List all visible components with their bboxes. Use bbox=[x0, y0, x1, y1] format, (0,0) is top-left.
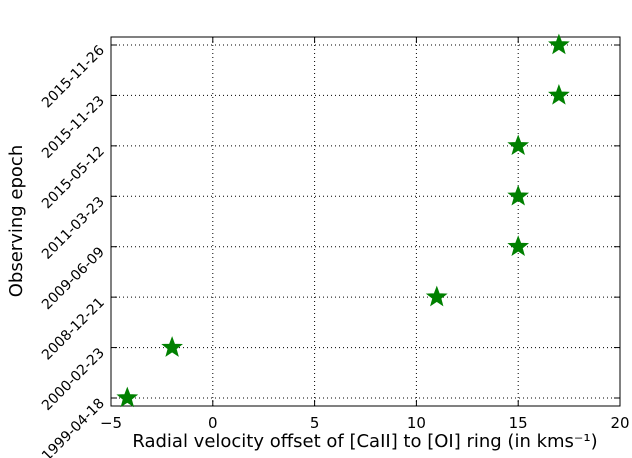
x-tick-label: 15 bbox=[509, 414, 528, 432]
x-tick-label: −5 bbox=[100, 414, 122, 432]
x-axis-label: Radial velocity offset of [CaII] to [OI]… bbox=[132, 431, 597, 452]
star-marker bbox=[507, 184, 530, 206]
star-marker bbox=[425, 285, 448, 307]
star-marker bbox=[507, 235, 530, 256]
y-axis-label: Observing epoch bbox=[6, 145, 27, 297]
plot-frame bbox=[110, 36, 621, 407]
x-tick-label: 10 bbox=[407, 414, 426, 432]
star-marker bbox=[116, 386, 139, 408]
star-marker bbox=[548, 83, 570, 105]
star-marker bbox=[507, 134, 530, 156]
x-tick-label: 0 bbox=[208, 414, 218, 432]
x-tick-label: 20 bbox=[610, 414, 629, 432]
star-marker bbox=[161, 336, 183, 357]
star-marker bbox=[548, 33, 570, 55]
x-tick-label: 5 bbox=[310, 414, 320, 432]
